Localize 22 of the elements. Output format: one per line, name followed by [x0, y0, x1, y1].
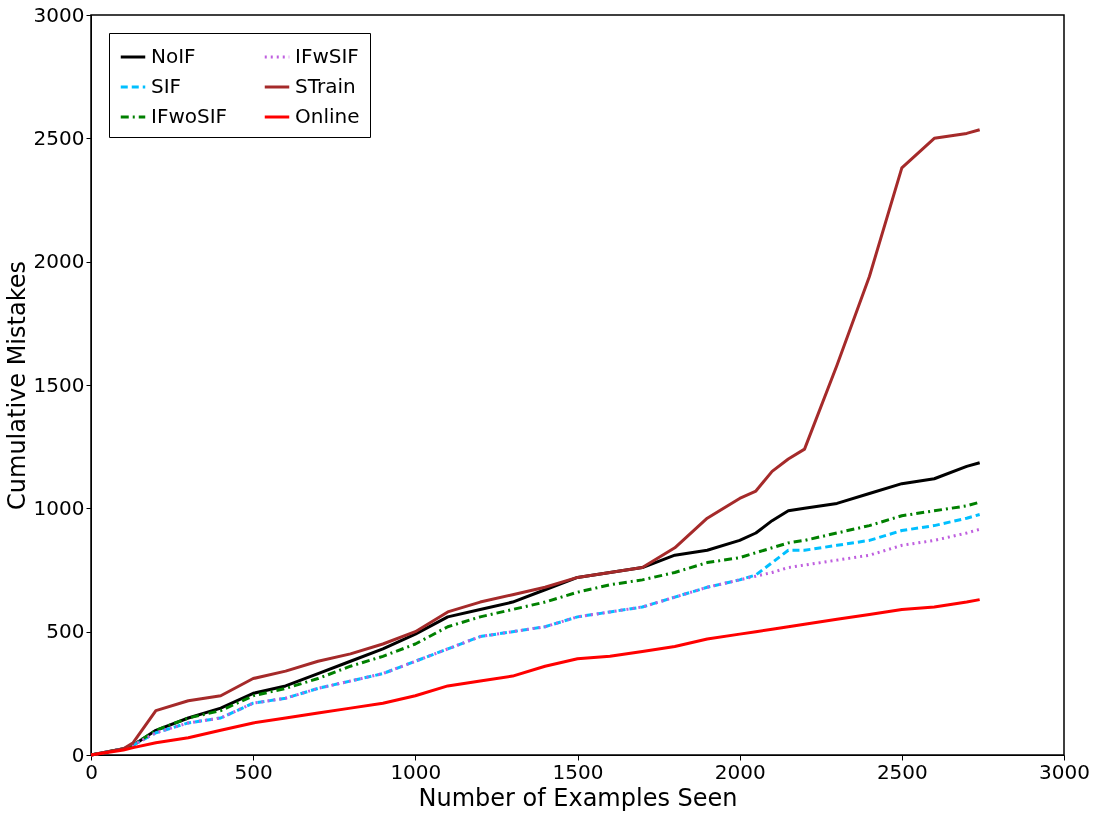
legend-label: IFwSIF	[295, 44, 359, 68]
x-axis-title: Number of Examples Seen	[418, 783, 738, 812]
x-tick-label: 1000	[390, 759, 442, 784]
y-tick-label: 2500	[33, 125, 85, 150]
legend-label: Online	[295, 104, 360, 128]
y-tick-label: 1500	[33, 372, 85, 397]
x-tick-label: 1500	[552, 759, 604, 784]
legend-label: SIF	[151, 74, 182, 98]
line-series	[89, 598, 982, 757]
x-tick-label: 500	[234, 759, 273, 784]
legend-label: NoIF	[151, 44, 196, 68]
x-tick-label: 2000	[714, 759, 766, 784]
y-tick-label: 500	[46, 619, 85, 644]
legend-label: IFwoSIF	[151, 104, 228, 128]
y-tick-label: 2000	[33, 249, 85, 274]
y-tick-label: 3000	[33, 2, 85, 27]
x-tick-label: 2500	[876, 759, 928, 784]
legend-label: STrain	[295, 74, 356, 98]
y-tick-label: 0	[71, 742, 85, 767]
y-tick-label: 1000	[33, 495, 85, 520]
x-tick-label: 3000	[1039, 759, 1090, 784]
y-axis-title: Cumulative Mistakes	[2, 261, 31, 510]
